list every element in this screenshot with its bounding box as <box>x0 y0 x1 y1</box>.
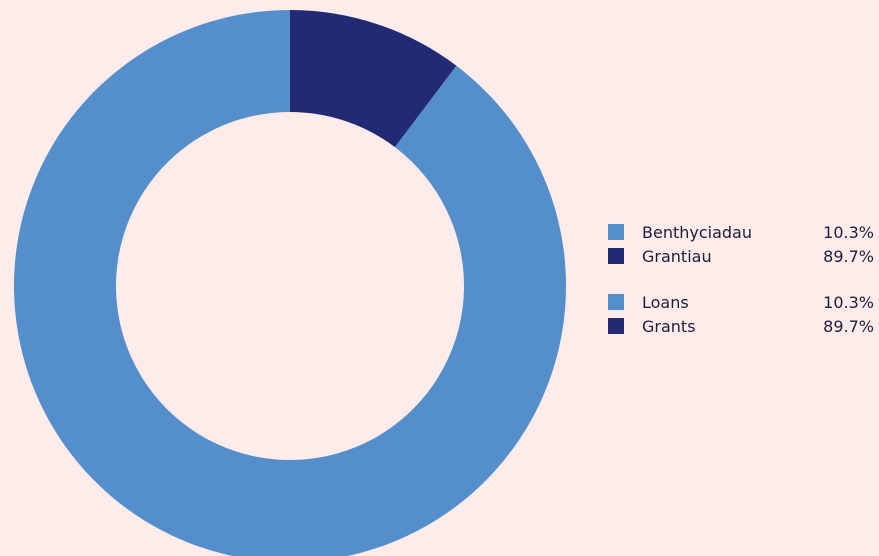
legend-group-english: Loans 10.3% Grants 89.7% <box>608 290 874 338</box>
legend-swatch <box>608 224 624 240</box>
legend-swatch <box>608 248 624 264</box>
legend-item-benthyciadau: Benthyciadau 10.3% <box>608 220 874 244</box>
donut-chart <box>14 10 566 556</box>
donut-slice-benthyciadau <box>290 10 457 148</box>
legend-item-grantiau: Grantiau 89.7% <box>608 244 874 268</box>
legend-value: 89.7% <box>823 316 874 336</box>
legend-swatch <box>608 294 624 310</box>
legend-value: 89.7% <box>823 246 874 266</box>
legend-label: Benthyciadau <box>642 222 752 242</box>
legend-swatch <box>608 318 624 334</box>
legend-value: 10.3% <box>823 292 874 312</box>
legend-item-grants: Grants 89.7% <box>608 314 874 338</box>
legend-label: Grantiau <box>642 246 712 266</box>
legend-label: Grants <box>642 316 696 336</box>
legend-item-loans: Loans 10.3% <box>608 290 874 314</box>
donut-slice-grantiau <box>14 10 566 556</box>
legend-label: Loans <box>642 292 689 312</box>
legend-value: 10.3% <box>823 222 874 242</box>
legend: Benthyciadau 10.3% Grantiau 89.7% Loans … <box>608 220 874 360</box>
legend-group-welsh: Benthyciadau 10.3% Grantiau 89.7% <box>608 220 874 268</box>
